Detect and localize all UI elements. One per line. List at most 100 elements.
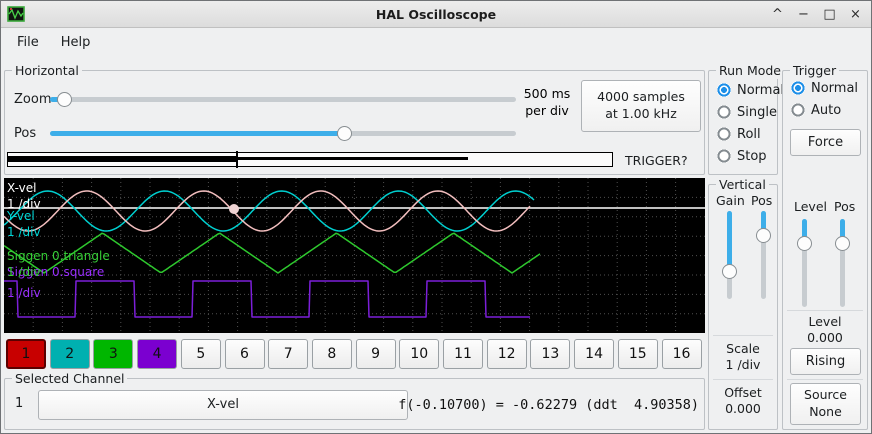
channel-button-1[interactable]: 1 (6, 339, 46, 369)
shade-icon[interactable]: ^ (772, 6, 783, 22)
scope-svg (4, 178, 705, 333)
radio-label: Normal (811, 80, 859, 96)
run-mode-radio-normal[interactable]: Normal (717, 83, 784, 98)
run-mode-radio-roll[interactable]: Roll (717, 127, 784, 142)
trigger-mode-radio-normal[interactable]: Normal (791, 80, 859, 96)
channel-button-12[interactable]: 12 (486, 339, 527, 369)
channel-button-2[interactable]: 2 (49, 339, 90, 369)
trigger-separator-2 (787, 379, 863, 380)
run-mode-group: Run Mode Normal Single Roll Stop (708, 62, 784, 175)
vertical-gain-fill (727, 211, 732, 271)
zoom-slider-thumb[interactable] (56, 92, 72, 107)
trigger-query-label: TRIGGER? (625, 153, 688, 168)
vertical-pos-slider[interactable] (756, 211, 771, 299)
selected-channel-group-title: Selected Channel (12, 370, 128, 387)
menu-help[interactable]: Help (60, 34, 91, 50)
vertical-pos-track[interactable] (761, 211, 766, 299)
vertical-gain-thumb[interactable] (722, 263, 737, 279)
vertical-separator-1 (713, 335, 773, 336)
maximize-icon[interactable]: □ (823, 6, 836, 22)
minimize-icon[interactable]: − (798, 6, 809, 22)
timeline-captured-bar (8, 156, 236, 162)
titlebar[interactable]: HAL Oscilloscope ^ − □ × (1, 1, 871, 28)
trigger-level-track[interactable] (802, 219, 807, 307)
channel-button-3[interactable]: 3 (93, 339, 134, 369)
zoom-slider-track[interactable] (50, 97, 516, 102)
channel-value-readout: f(-0.10700) = -0.62279 (ddt 4.90358) (398, 397, 699, 413)
radio-icon (717, 83, 731, 97)
trigger-mode-radios: Normal Auto (791, 80, 859, 118)
vertical-pos-thumb[interactable] (756, 227, 771, 243)
trigger-level-caption: Level (808, 314, 842, 329)
time-per-div-value: 500 ms (523, 86, 571, 101)
scope-labels: X-vel 1 /div Y-vel 1 /div Siggen 0.triangle S… (4, 178, 705, 333)
channel-button-9[interactable]: 9 (355, 339, 396, 369)
radio-icon (717, 127, 731, 141)
samples-line1: 4000 samples (597, 89, 685, 105)
window-title: HAL Oscilloscope (375, 6, 497, 22)
menubar: File Help (1, 28, 871, 56)
scope-channel-label: 1 /div (7, 225, 41, 239)
selected-channel-group: Selected Channel 1 X-vel f(-0.10700) = -… (4, 370, 705, 430)
radio-icon (717, 149, 731, 163)
trigger-level-thumb[interactable] (797, 235, 812, 251)
samples-line2: at 1.00 kHz (605, 106, 677, 121)
channel-button-8[interactable]: 8 (311, 339, 352, 369)
channel-button-5[interactable]: 5 (180, 339, 221, 369)
run-mode-radio-stop[interactable]: Stop (717, 149, 784, 164)
trigger-separator-1 (787, 310, 863, 311)
trigger-force-label: Force (807, 134, 844, 150)
trigger-mode-radio-auto[interactable]: Auto (791, 102, 858, 118)
samples-button[interactable]: 4000 samples at 1.00 kHz (581, 80, 701, 132)
channel-button-13[interactable]: 13 (530, 339, 571, 369)
hpos-slider-fill (50, 131, 344, 136)
trigger-pos-fill (840, 219, 845, 243)
trigger-pos-thumb[interactable] (835, 235, 850, 251)
close-icon[interactable]: × (850, 6, 861, 22)
channel-button-7[interactable]: 7 (268, 339, 309, 369)
timeline-view-bar (238, 157, 468, 160)
selected-channel-name-button[interactable]: X-vel (38, 390, 408, 420)
scope-channel-label: 1 /div (7, 197, 41, 211)
radio-label: Auto (811, 102, 842, 118)
trigger-edge-button[interactable]: Rising (790, 348, 861, 375)
trigger-force-button[interactable]: Force (790, 129, 861, 156)
vertical-scale-caption: Scale (726, 341, 760, 356)
channel-button-11[interactable]: 11 (443, 339, 483, 369)
trigger-level-slider[interactable] (797, 219, 812, 307)
menu-file[interactable]: File (17, 34, 39, 50)
trigger-pos-track[interactable] (840, 219, 845, 307)
vertical-gain-slider[interactable] (722, 211, 737, 299)
channel-button-14[interactable]: 14 (574, 339, 615, 369)
trigger-source-button[interactable]: Source None (790, 383, 861, 425)
channel-button-15[interactable]: 15 (617, 339, 658, 369)
scope-channel-label: 1 /div (7, 286, 41, 300)
vertical-offset-value: 0.000 (725, 401, 761, 416)
trigger-group-title: Trigger (790, 62, 840, 79)
zoom-slider[interactable] (50, 92, 516, 107)
selected-channel-number: 1 (15, 396, 24, 411)
channel-button-row: 1 2 3 4 5 6 7 8 9 10 11 12 13 14 15 16 (6, 339, 706, 369)
hpos-slider-thumb[interactable] (336, 126, 352, 141)
hpos-slider[interactable] (50, 126, 516, 141)
hpos-label: Pos (14, 126, 37, 141)
trigger-pos-slider[interactable] (835, 219, 850, 307)
run-mode-radio-single[interactable]: Single (717, 104, 784, 120)
radio-label: Single (737, 104, 777, 120)
trigger-edge-label: Rising (805, 353, 846, 369)
channel-button-6[interactable]: 6 (224, 339, 265, 369)
scope-channel-label: Siggen 0.square (7, 265, 105, 279)
channel-button-4[interactable]: 4 (137, 339, 178, 369)
horizontal-group-title: Horizontal (12, 62, 82, 79)
vertical-group-title: Vertical (716, 176, 769, 193)
capture-timeline[interactable] (7, 151, 613, 168)
vertical-scale-value: 1 /div (725, 357, 761, 372)
vertical-group: Vertical Gain Pos Scale 1 /div Offset 0.… (708, 176, 778, 430)
vertical-separator-2 (713, 379, 773, 380)
channel-button-16[interactable]: 16 (661, 339, 702, 369)
run-mode-radios: Normal Single Roll Stop (717, 83, 784, 164)
vertical-pos-fill (761, 211, 766, 235)
channel-button-10[interactable]: 10 (399, 339, 440, 369)
trigger-source-value: None (809, 404, 842, 419)
